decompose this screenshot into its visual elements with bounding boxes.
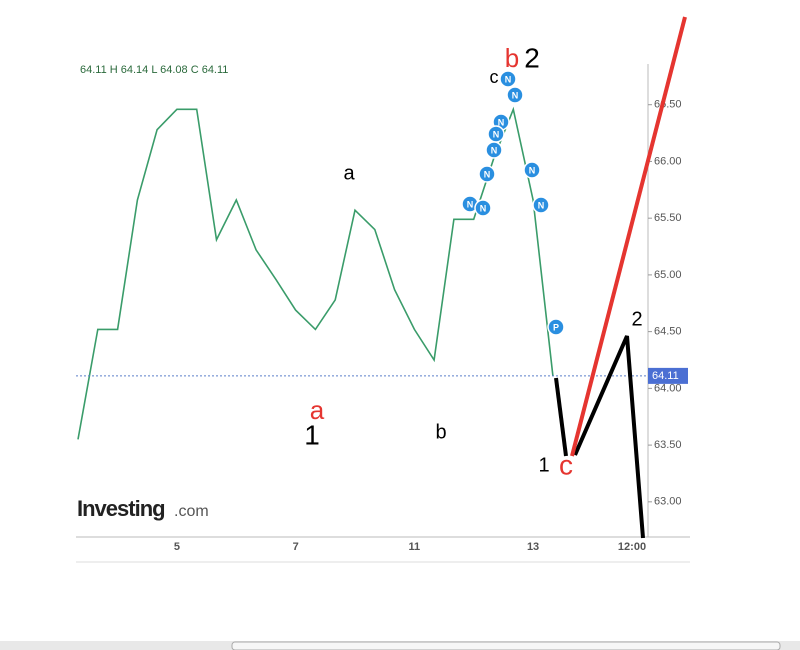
y-tick-label: 63.50 — [654, 439, 682, 451]
y-tick-label: 65.50 — [654, 212, 682, 224]
x-tick-label: 11 — [409, 541, 421, 553]
wave-label: c — [559, 449, 573, 480]
x-tick-label: 13 — [527, 541, 539, 553]
marker-label: N — [467, 199, 474, 209]
y-tick-label: 66.00 — [654, 155, 682, 167]
marker-label: N — [538, 200, 545, 210]
last-price-box — [648, 367, 688, 384]
wave-label: a — [310, 395, 325, 425]
last-price-label: 64.11 — [652, 370, 679, 382]
x-tick-label: 7 — [293, 541, 299, 553]
marks: 63.00 63.50 64.00 64.50 65.00 65.50 66.00 66.50… — [76, 99, 688, 553]
wave-label: 2 — [631, 308, 642, 330]
ohlc-header: 64.11 H 64.14 L 64.08 C 64.11 — [80, 64, 228, 76]
projection — [554, 16, 687, 539]
scrollbar-thumb[interactable] — [231, 641, 781, 650]
marker-dot — [506, 86, 524, 104]
y-tick-label: 66.50 — [654, 99, 682, 111]
marker-dot — [547, 318, 565, 336]
marker-dot — [523, 161, 541, 179]
marker-dot — [478, 165, 496, 183]
price-line — [77, 106, 554, 440]
wave-label: a — [343, 162, 355, 184]
y-tick-label: 63.00 — [654, 496, 682, 508]
wave-line — [573, 335, 645, 539]
marker-label: N — [498, 117, 505, 127]
wave-label: b — [435, 421, 446, 443]
plot-area — [76, 64, 690, 562]
wave-line — [554, 377, 568, 457]
wave-label: 1 — [538, 454, 549, 476]
marker-dot — [474, 199, 492, 217]
marker-dot — [499, 70, 517, 88]
marker-label: N — [480, 203, 487, 213]
marker-label: P — [553, 322, 559, 332]
y-tick-label: 65.00 — [654, 269, 682, 281]
marker-dot — [485, 141, 503, 159]
wave-label: b — [505, 43, 519, 73]
x-tick-label: 12:00 — [618, 541, 646, 553]
x-tick-label: 5 — [174, 541, 180, 553]
y-tick-label: 64.00 — [654, 382, 682, 394]
marker-label: N — [484, 169, 491, 179]
marker-label: N — [512, 90, 519, 100]
marker-label: N — [491, 145, 498, 155]
projection-line — [570, 16, 687, 457]
marker-label: N — [493, 129, 500, 139]
logo-brand: Investing — [77, 496, 165, 521]
marker-label: N — [505, 74, 512, 84]
annotations: b 2 c a a 1 b 1 c 2 — [304, 42, 642, 480]
wave-label: 2 — [524, 42, 540, 73]
wave-label: 1 — [304, 419, 320, 450]
wave-label: c — [490, 67, 499, 87]
marker-label: N — [529, 165, 536, 175]
logo-suffix: .com — [174, 503, 209, 520]
y-tick-label: 64.50 — [654, 326, 682, 338]
marker-dot — [532, 196, 550, 214]
